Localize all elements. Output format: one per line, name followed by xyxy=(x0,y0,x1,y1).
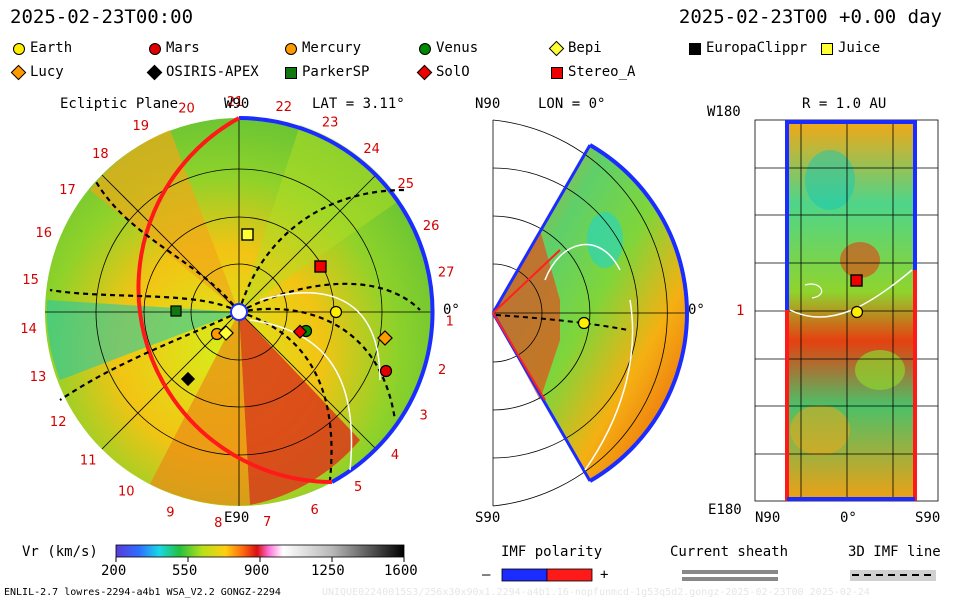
meridional-n90-label: N90 xyxy=(475,96,501,112)
carrington-tick-7: 7 xyxy=(263,515,271,530)
venus-marker-icon xyxy=(419,43,431,55)
colorbar-tick-1250: 1250 xyxy=(311,563,345,579)
carrington-tick-9: 9 xyxy=(166,506,174,521)
sphere-e180-label: E180 xyxy=(708,502,742,518)
carrington-tick-17: 17 xyxy=(59,183,76,198)
carrington-tick-20: 20 xyxy=(178,102,195,117)
ecliptic-title: Ecliptic Plane xyxy=(60,96,179,112)
sphere-s90-label: S90 xyxy=(915,510,941,526)
legend-label: Lucy xyxy=(30,64,64,80)
carrington-tick-18: 18 xyxy=(92,147,109,162)
mars-marker-icon xyxy=(149,43,161,55)
juice-marker-icon xyxy=(821,43,833,55)
meridional-zero-label: 0° xyxy=(688,302,705,318)
legend-label: Earth xyxy=(30,40,73,56)
ecliptic-zero-label: 0° xyxy=(443,302,460,318)
ecliptic-lat-label: LAT = 3.11° xyxy=(312,96,405,112)
sphere-w180-label: W180 xyxy=(707,104,741,120)
carrington-tick-8: 8 xyxy=(214,516,222,531)
carrington-tick-13: 13 xyxy=(30,370,47,385)
carrington-tick-21: 21 xyxy=(227,95,244,110)
colorbar-tick-1600: 1600 xyxy=(384,563,418,579)
colorbar-tick-200: 200 xyxy=(101,563,127,579)
ecliptic-w90-label: W90 xyxy=(224,96,250,112)
header-right-date: 2025-02-23T00 +0.00 day xyxy=(678,6,942,28)
meridional-plane-panel xyxy=(491,119,689,507)
carrington-tick-25: 25 xyxy=(398,177,415,192)
carrington-tick-5: 5 xyxy=(354,480,362,495)
stereo-a-marker-icon xyxy=(551,67,563,79)
legend-label: Mercury xyxy=(302,40,362,56)
legend-label: EuropaClippr xyxy=(706,40,808,56)
carrington-tick-12: 12 xyxy=(50,415,67,430)
velocity-colorbar xyxy=(115,544,405,558)
carrington-tick-22: 22 xyxy=(276,100,293,115)
sphere-n90-label: N90 xyxy=(755,510,781,526)
carrington-tick-6: 6 xyxy=(311,503,319,518)
carrington-tick-16: 16 xyxy=(36,226,53,241)
carrington-tick-11: 11 xyxy=(80,454,97,469)
earth-marker-icon xyxy=(13,43,25,55)
carrington-tick-27: 27 xyxy=(438,265,455,280)
carrington-tick-4: 4 xyxy=(391,448,399,463)
legend-label: ParkerSP xyxy=(302,64,370,80)
imf-negative-swatch xyxy=(501,568,548,582)
imf-plus-sign: + xyxy=(600,567,609,583)
mercury-marker-icon xyxy=(285,43,297,55)
imf-line-label: 3D IMF line xyxy=(848,544,941,560)
sphere-r-label: R = 1.0 AU xyxy=(802,96,887,112)
colorbar-tick-550: 550 xyxy=(172,563,198,579)
carrington-tick-14: 14 xyxy=(20,322,37,337)
parkersp-marker-icon xyxy=(285,67,297,79)
europaclippr-marker-icon xyxy=(689,43,701,55)
colorbar-label: Vr (km/s) xyxy=(22,544,98,560)
carrington-tick-3: 3 xyxy=(419,408,427,423)
meridional-lon-label: LON = 0° xyxy=(538,96,606,112)
footer-run-id: UNIQUE02240015S3/256x30x90x1.2294-a4b1.1… xyxy=(322,587,870,598)
carrington-tick-26: 26 xyxy=(423,219,440,234)
carrington-tick-15: 15 xyxy=(22,273,39,288)
imf-polarity-label: IMF polarity xyxy=(501,544,603,560)
imf-minus-sign: – xyxy=(482,567,491,583)
sphere-zero-label: 0° xyxy=(840,510,857,526)
sphere-one-label: 1 xyxy=(736,303,745,319)
carrington-tick-10: 10 xyxy=(118,484,135,499)
imf-positive-swatch xyxy=(546,568,593,582)
legend-label: OSIRIS-APEX xyxy=(166,64,259,80)
legend-label: Mars xyxy=(166,40,200,56)
meridional-s90-label: S90 xyxy=(475,510,501,526)
carrington-tick-23: 23 xyxy=(322,116,339,131)
carrington-tick-24: 24 xyxy=(363,142,380,157)
legend-label: Venus xyxy=(436,40,479,56)
ecliptic-e90-label: E90 xyxy=(224,510,250,526)
legend-label: Stereo_A xyxy=(568,64,636,80)
legend-label: Bepi xyxy=(568,40,602,56)
sphere-panel xyxy=(754,119,939,502)
carrington-tick-2: 2 xyxy=(438,363,446,378)
ecliptic-plane-panel xyxy=(45,116,435,506)
colorbar-tick-900: 900 xyxy=(244,563,270,579)
header-left-date: 2025-02-23T00:00 xyxy=(10,6,194,28)
legend-label: Juice xyxy=(838,40,881,56)
current-sheath-label: Current sheath xyxy=(670,544,789,560)
carrington-tick-19: 19 xyxy=(133,119,150,134)
legend-label: SolO xyxy=(436,64,470,80)
footer-model-info: ENLIL-2.7 lowres-2294-a4b1 WSA_V2.2 GONG… xyxy=(4,587,281,598)
carrington-tick-1: 1 xyxy=(446,315,454,330)
